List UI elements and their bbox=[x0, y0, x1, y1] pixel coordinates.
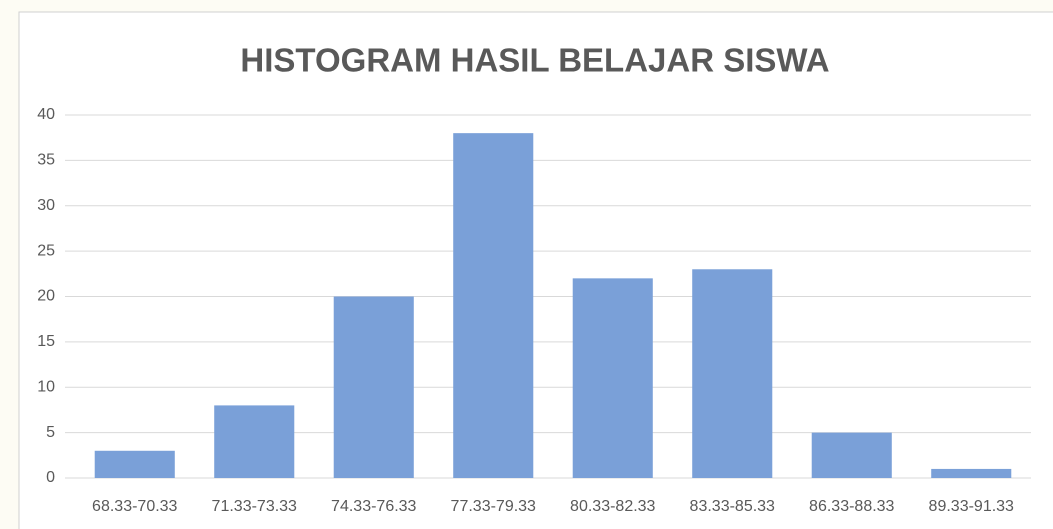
x-tick-label: 68.33-70.33 bbox=[92, 498, 178, 515]
y-tick-label: 20 bbox=[37, 288, 55, 305]
y-tick-label: 40 bbox=[37, 106, 55, 123]
y-tick-label: 25 bbox=[37, 242, 55, 259]
x-tick-label: 77.33-79.33 bbox=[451, 498, 537, 515]
x-tick-label: 83.33-85.33 bbox=[690, 498, 776, 515]
x-tick-label: 89.33-91.33 bbox=[929, 498, 1015, 515]
y-tick-label: 30 bbox=[37, 197, 55, 214]
y-tick-label: 10 bbox=[37, 378, 55, 395]
bar bbox=[94, 450, 175, 478]
x-tick-label: 80.33-82.33 bbox=[570, 498, 656, 515]
bar bbox=[214, 405, 295, 478]
y-tick-label: 5 bbox=[46, 424, 55, 441]
y-tick-label: 15 bbox=[37, 333, 55, 350]
bar bbox=[453, 133, 534, 478]
x-tick-label: 71.33-73.33 bbox=[212, 498, 298, 515]
bar bbox=[572, 278, 653, 478]
x-tick-label: 74.33-76.33 bbox=[331, 498, 417, 515]
bar bbox=[811, 432, 892, 478]
y-tick-label: 35 bbox=[37, 152, 55, 169]
bar bbox=[333, 296, 414, 478]
chart-title: HISTOGRAM HASIL BELAJAR SISWA bbox=[240, 42, 829, 79]
x-tick-label: 86.33-88.33 bbox=[809, 498, 895, 515]
y-tick-label: 0 bbox=[46, 469, 55, 486]
bar bbox=[692, 269, 773, 478]
bar bbox=[931, 468, 1012, 478]
